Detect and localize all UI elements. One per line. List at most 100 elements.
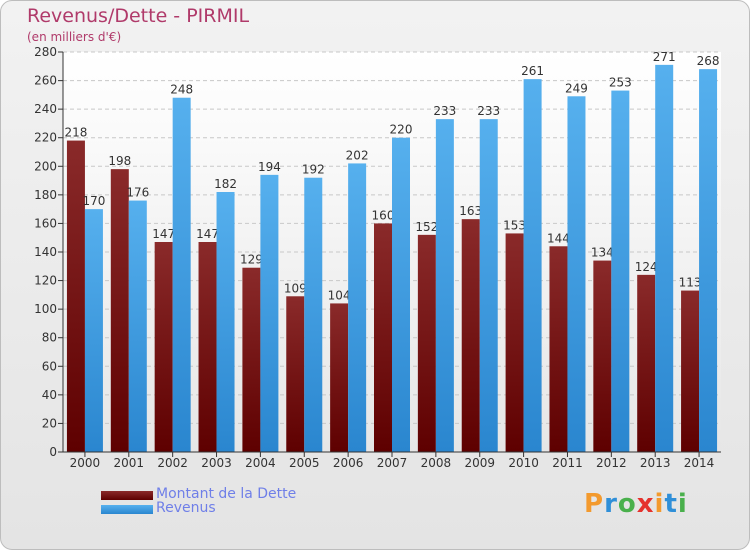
- data-label-revenus: 194: [258, 160, 281, 174]
- x-tick-label: 2011: [552, 456, 583, 470]
- bar-debt: [66, 140, 85, 453]
- logo-letter: r: [604, 489, 618, 519]
- bar-debt: [330, 303, 349, 452]
- y-tick-label: 120: [34, 274, 57, 288]
- x-tick-label: 2004: [245, 456, 276, 470]
- bar-debt: [154, 242, 173, 452]
- y-tick-label: 260: [34, 74, 57, 88]
- data-label-debt: 160: [372, 208, 395, 222]
- bar-debt: [593, 260, 612, 452]
- y-tick-label: 100: [34, 302, 57, 316]
- proxiti-logo: Proxiti: [584, 489, 688, 519]
- y-tick-label: 220: [34, 131, 57, 145]
- y-tick-label: 0: [49, 445, 57, 459]
- bar-revenus: [128, 200, 147, 452]
- data-label-revenus: 249: [565, 81, 588, 95]
- data-label-revenus: 202: [346, 148, 369, 162]
- y-tick-label: 40: [42, 388, 57, 402]
- bar-revenus: [260, 174, 279, 452]
- data-label-revenus: 253: [609, 76, 632, 90]
- bar-debt: [417, 234, 436, 452]
- data-label-debt: 144: [547, 231, 570, 245]
- bar-revenus: [84, 209, 103, 452]
- x-tick-label: 2014: [684, 456, 715, 470]
- bar-revenus: [435, 119, 454, 453]
- data-label-revenus: 192: [302, 163, 325, 177]
- y-tick-label: 60: [42, 359, 57, 373]
- bar-debt: [198, 242, 217, 452]
- bar-debt: [461, 219, 480, 452]
- data-label-debt: 152: [415, 220, 438, 234]
- logo-letter: o: [617, 489, 637, 519]
- x-tick-label: 2003: [201, 456, 232, 470]
- y-tick-label: 140: [34, 245, 57, 259]
- logo-letter: i: [677, 489, 688, 519]
- legend-label-revenus: Revenus: [156, 500, 216, 516]
- data-label-revenus: 233: [433, 104, 456, 118]
- bar-debt: [110, 169, 129, 452]
- y-tick-label: 20: [42, 416, 57, 430]
- x-tick-label: 2007: [377, 456, 408, 470]
- data-label-debt: 147: [152, 227, 175, 241]
- x-tick-label: 2009: [464, 456, 495, 470]
- data-label-revenus: 220: [390, 123, 413, 137]
- bar-debt: [286, 296, 305, 452]
- bar-debt: [505, 233, 524, 452]
- bar-debt: [637, 274, 656, 452]
- y-tick-label: 160: [34, 216, 57, 230]
- data-label-debt: 147: [196, 227, 219, 241]
- x-tick-label: 2001: [114, 456, 145, 470]
- y-tick-label: 240: [34, 102, 57, 116]
- bar-debt: [242, 267, 261, 452]
- data-label-revenus: 233: [477, 104, 500, 118]
- bar-revenus: [567, 96, 586, 453]
- bar-revenus: [392, 137, 410, 452]
- data-label-revenus: 182: [214, 177, 237, 191]
- x-tick-label: 2005: [289, 456, 320, 470]
- y-tick-label: 180: [34, 188, 57, 202]
- legend-swatch-debt: [101, 491, 153, 500]
- data-label-debt: 198: [108, 154, 131, 168]
- x-tick-label: 2000: [70, 456, 101, 470]
- x-tick-label: 2012: [596, 456, 627, 470]
- y-tick-label: 280: [34, 45, 57, 59]
- data-label-debt: 113: [679, 276, 702, 290]
- chart-title: Revenus/Dette - PIRMIL: [27, 5, 250, 27]
- data-label-revenus: 170: [82, 194, 105, 208]
- x-tick-label: 2013: [640, 456, 671, 470]
- legend-swatch-revenus: [101, 505, 153, 514]
- bar-revenus: [348, 163, 367, 452]
- data-label-revenus: 248: [170, 83, 193, 97]
- bar-revenus: [479, 119, 498, 453]
- bar-revenus: [699, 69, 718, 453]
- x-tick-label: 2006: [333, 456, 364, 470]
- bar-debt: [549, 246, 568, 452]
- x-tick-label: 2002: [157, 456, 188, 470]
- bar-revenus: [655, 64, 674, 452]
- chart-subtitle: (en milliers d'€): [27, 30, 122, 44]
- logo-letter: P: [584, 489, 605, 519]
- data-label-revenus: 261: [521, 64, 544, 78]
- data-label-debt: 109: [284, 281, 307, 295]
- data-label-debt: 218: [64, 126, 87, 140]
- y-tick-label: 80: [42, 331, 57, 345]
- logo-letter: i: [654, 489, 665, 519]
- data-label-debt: 163: [459, 204, 482, 218]
- logo-letter: x: [636, 489, 655, 519]
- data-label-debt: 104: [328, 288, 351, 302]
- data-label-revenus: 176: [126, 186, 149, 200]
- bar-debt: [681, 290, 700, 452]
- y-tick-label: 200: [34, 159, 57, 173]
- bar-revenus: [304, 177, 323, 452]
- data-label-revenus: 268: [697, 54, 720, 68]
- x-tick-label: 2010: [508, 456, 539, 470]
- bar-revenus: [172, 97, 191, 452]
- data-label-revenus: 271: [653, 50, 676, 64]
- logo-letter: t: [664, 489, 678, 519]
- bar-revenus: [611, 90, 630, 453]
- legend-label-debt: Montant de la Dette: [156, 486, 297, 502]
- bar-revenus: [523, 79, 542, 453]
- data-label-debt: 153: [503, 218, 526, 232]
